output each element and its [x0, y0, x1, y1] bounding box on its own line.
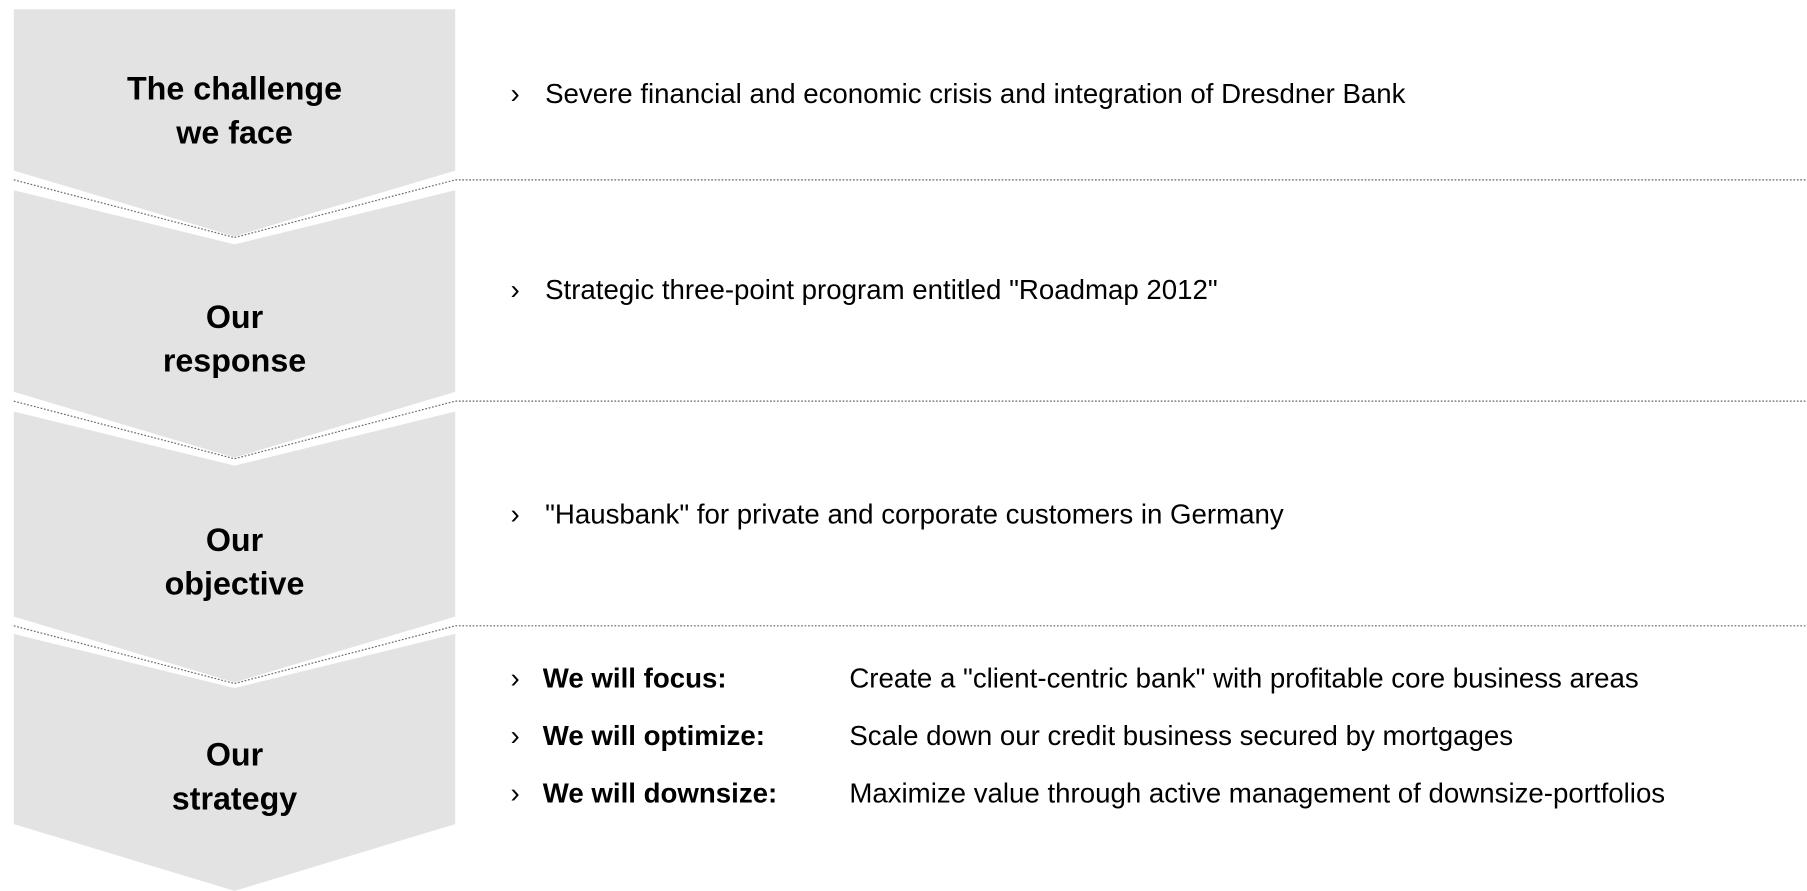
item-term: We will focus:: [543, 662, 727, 693]
stage-label: Our: [206, 522, 264, 558]
stage-label: strategy: [172, 781, 298, 817]
bullet: ›: [511, 662, 520, 693]
bullet: ›: [511, 274, 520, 305]
stage-label: we face: [175, 114, 293, 150]
stage-label: Our: [206, 737, 264, 773]
item-text: Create a "client-centric bank" with prof…: [849, 662, 1638, 693]
stage-label: Our: [206, 299, 264, 335]
chevron: [13, 633, 456, 891]
stage-label: objective: [165, 566, 305, 602]
bullet: ›: [511, 778, 520, 809]
chevron: [13, 411, 456, 683]
separator: [13, 179, 1807, 239]
item-text: Strategic three-point program entitled "…: [545, 274, 1218, 305]
item-text: Scale down our credit business secured b…: [849, 720, 1513, 751]
stage-label: The challenge: [127, 71, 342, 107]
separator: [13, 625, 1807, 685]
separator: [13, 400, 1807, 460]
bullet: ›: [511, 78, 520, 109]
stage-label: response: [163, 343, 306, 379]
item-text: Severe financial and economic crisis and…: [545, 78, 1406, 109]
item-text: Maximize value through active management…: [849, 778, 1665, 809]
item-term: We will downsize:: [543, 778, 777, 809]
bullet: ›: [511, 720, 520, 751]
bullet: ›: [511, 499, 520, 530]
chevron: [13, 190, 456, 458]
item-text: "Hausbank" for private and corporate cus…: [545, 499, 1284, 530]
chevron: [13, 9, 456, 237]
item-term: We will optimize:: [543, 720, 765, 751]
